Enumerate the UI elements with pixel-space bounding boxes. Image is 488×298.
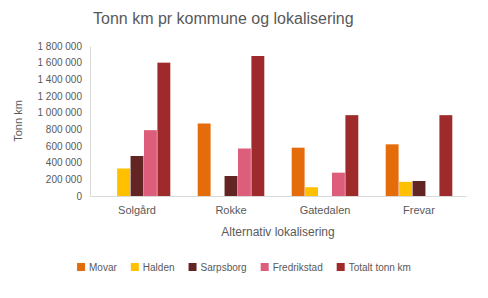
- bar: [251, 56, 264, 196]
- y-tick: 1 800 000: [38, 41, 91, 52]
- legend-item: Halden: [131, 262, 175, 273]
- legend-swatch: [261, 263, 269, 271]
- x-tick: Frevar: [403, 196, 435, 216]
- legend-label: Halden: [143, 262, 175, 273]
- bar: [211, 196, 224, 197]
- y-tick: 400 000: [46, 157, 90, 168]
- bars: [117, 56, 452, 196]
- chart: Tonn km pr kommune og lokalisering 0 200 0…: [0, 0, 488, 298]
- y-axis: 0 200 000 400 000 600 000 800 000 1 000 000 1 …: [38, 41, 91, 202]
- y-axis-line: [90, 47, 91, 197]
- legend-item: Sarpsborg: [189, 262, 247, 273]
- y-tick: 0: [76, 191, 90, 202]
- bar: [198, 124, 211, 197]
- bar: [117, 169, 130, 197]
- legend: Movar Halden Sarpsborg Fredrikstad Totalt to…: [77, 262, 411, 273]
- legend-swatch: [189, 263, 197, 271]
- bar: [386, 144, 399, 196]
- bar: [104, 196, 117, 197]
- bar: [305, 187, 318, 196]
- y-tick-label: 200 000: [46, 174, 83, 185]
- bar: [238, 149, 251, 197]
- y-tick: 200 000: [46, 174, 90, 185]
- x-tick-label: Gatedalen: [300, 204, 351, 216]
- y-tick: 1 200 000: [38, 91, 91, 102]
- series: [198, 124, 399, 197]
- y-tick-label: 1 600 000: [38, 57, 83, 68]
- x-axis-title: Alternativ lokalisering: [221, 225, 334, 239]
- x-tick-label: Rokke: [215, 204, 246, 216]
- bar: [439, 115, 452, 196]
- y-tick: 1 600 000: [38, 57, 91, 68]
- y-tick-label: 1 400 000: [38, 74, 83, 85]
- legend-item: Movar: [77, 262, 117, 273]
- series: [131, 156, 426, 196]
- y-axis-title: Tonn km: [12, 100, 24, 142]
- legend-item: Fredrikstad: [261, 262, 323, 273]
- x-tick-label: Frevar: [403, 204, 435, 216]
- legend-swatch: [77, 263, 85, 271]
- x-tick-label: Solgård: [118, 204, 156, 216]
- bar: [345, 115, 358, 196]
- legend-swatch: [337, 263, 345, 271]
- bar: [157, 63, 170, 196]
- x-tick: Solgård: [118, 196, 156, 216]
- legend-item: Totalt tonn km: [337, 262, 411, 273]
- y-tick-label: 0: [76, 191, 82, 202]
- y-tick-label: 600 000: [46, 141, 83, 152]
- x-tick: Rokke: [215, 196, 246, 216]
- x-tick: Gatedalen: [300, 196, 351, 216]
- x-axis: Solgård Rokke Gatedalen Frevar: [91, 196, 467, 216]
- y-tick: 600 000: [46, 141, 90, 152]
- title: Tonn km pr kommune og lokalisering: [93, 10, 354, 27]
- bar: [131, 156, 144, 196]
- bar: [292, 148, 305, 196]
- legend-label: Sarpsborg: [201, 262, 247, 273]
- y-tick-label: 400 000: [46, 157, 83, 168]
- series: [157, 56, 452, 196]
- plot: 0 200 000 400 000 600 000 800 000 1 000 000 1 …: [38, 41, 467, 216]
- legend-label: Fredrikstad: [273, 262, 323, 273]
- y-tick: 1 400 000: [38, 74, 91, 85]
- bar: [399, 182, 412, 196]
- y-tick-label: 1 200 000: [38, 91, 83, 102]
- bar: [144, 130, 157, 196]
- bar: [413, 181, 426, 196]
- bar: [319, 196, 332, 197]
- legend-label: Totalt tonn km: [349, 262, 411, 273]
- series: [144, 130, 345, 196]
- bar: [426, 196, 439, 197]
- x-axis-line: [91, 196, 467, 197]
- y-tick: 800 000: [46, 124, 90, 135]
- legend-swatch: [131, 263, 139, 271]
- y-tick-label: 1 000 000: [38, 107, 83, 118]
- legend-label: Movar: [89, 262, 117, 273]
- y-tick-label: 800 000: [46, 124, 83, 135]
- y-tick-label: 1 800 000: [38, 41, 83, 52]
- y-tick: 1 000 000: [38, 107, 91, 118]
- bar: [225, 176, 238, 196]
- bar: [332, 173, 345, 196]
